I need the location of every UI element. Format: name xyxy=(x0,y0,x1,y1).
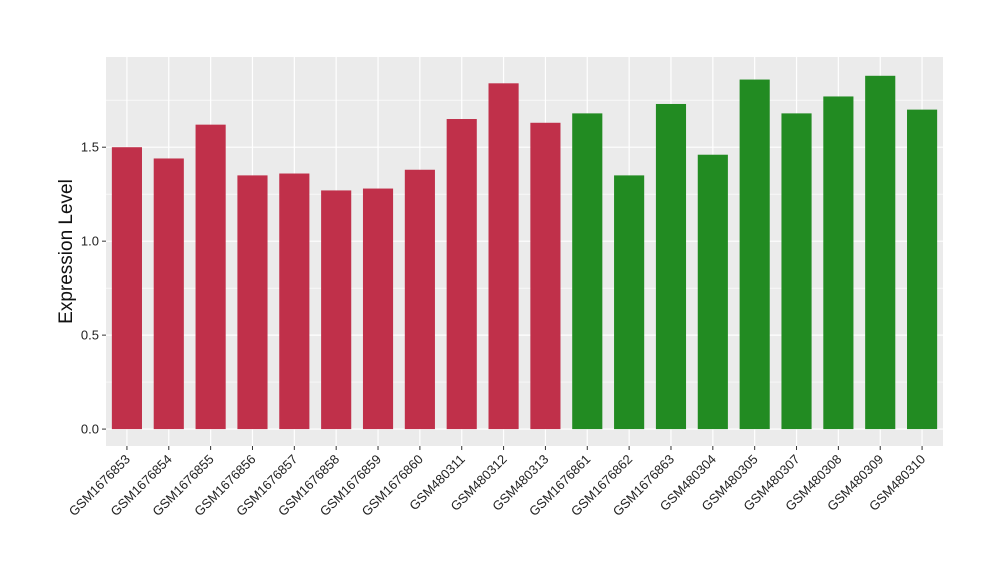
bar-GSM1676858 xyxy=(321,190,352,430)
y-axis-title: Expression Level xyxy=(56,179,77,324)
bar-GSM1676861 xyxy=(572,113,603,430)
x-axis: GSM1676853GSM1676854GSM1676855GSM1676856… xyxy=(66,446,928,519)
bar-GSM1676860 xyxy=(404,169,435,430)
bar-GSM480312 xyxy=(488,83,519,430)
bar-GSM1676857 xyxy=(279,173,310,430)
bar-GSM1676853 xyxy=(111,147,142,430)
bar-GSM480305 xyxy=(739,79,770,430)
bar-GSM480313 xyxy=(530,122,561,430)
bar-GSM480311 xyxy=(446,119,477,430)
y-tick-label: 1.0 xyxy=(81,234,99,249)
bar-GSM1676855 xyxy=(195,124,226,430)
bar-GSM480307 xyxy=(781,113,812,430)
bar-GSM1676856 xyxy=(237,175,268,430)
bar-GSM480309 xyxy=(865,75,896,430)
y-tick-label: 0.0 xyxy=(81,422,99,437)
bars xyxy=(111,75,938,430)
bar-GSM1676854 xyxy=(153,158,184,430)
bar-GSM480310 xyxy=(907,109,938,430)
plot-panel xyxy=(106,57,943,446)
bar-GSM480308 xyxy=(823,96,854,430)
bar-GSM1676863 xyxy=(655,103,687,430)
y-tick-label: 0.5 xyxy=(81,328,99,343)
y-axis: 0.0 0.5 1.0 1.5 xyxy=(81,140,106,437)
y-tick-label: 1.5 xyxy=(81,140,99,155)
bar-GSM1676862 xyxy=(614,175,645,430)
bar-GSM1676859 xyxy=(362,188,394,430)
bar-GSM480304 xyxy=(697,154,728,430)
